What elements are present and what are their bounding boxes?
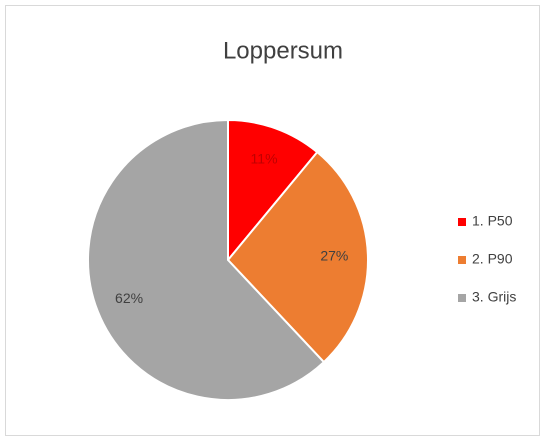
data-label: 11%: [251, 151, 278, 167]
pie-slice: [226, 150, 369, 364]
legend-swatch: [458, 256, 466, 264]
legend-swatch: [458, 218, 466, 226]
legend-swatch: [458, 294, 466, 302]
pie-slice: [87, 118, 326, 401]
legend-label: 1. P50: [472, 213, 513, 229]
legend-label: 3. Grijs: [472, 289, 516, 305]
data-label: 27%: [320, 247, 348, 263]
chart-title: Loppersum: [223, 37, 343, 64]
pie-slice: [227, 118, 319, 263]
data-label: 62%: [115, 290, 143, 306]
legend-label: 2. P90: [472, 251, 513, 267]
